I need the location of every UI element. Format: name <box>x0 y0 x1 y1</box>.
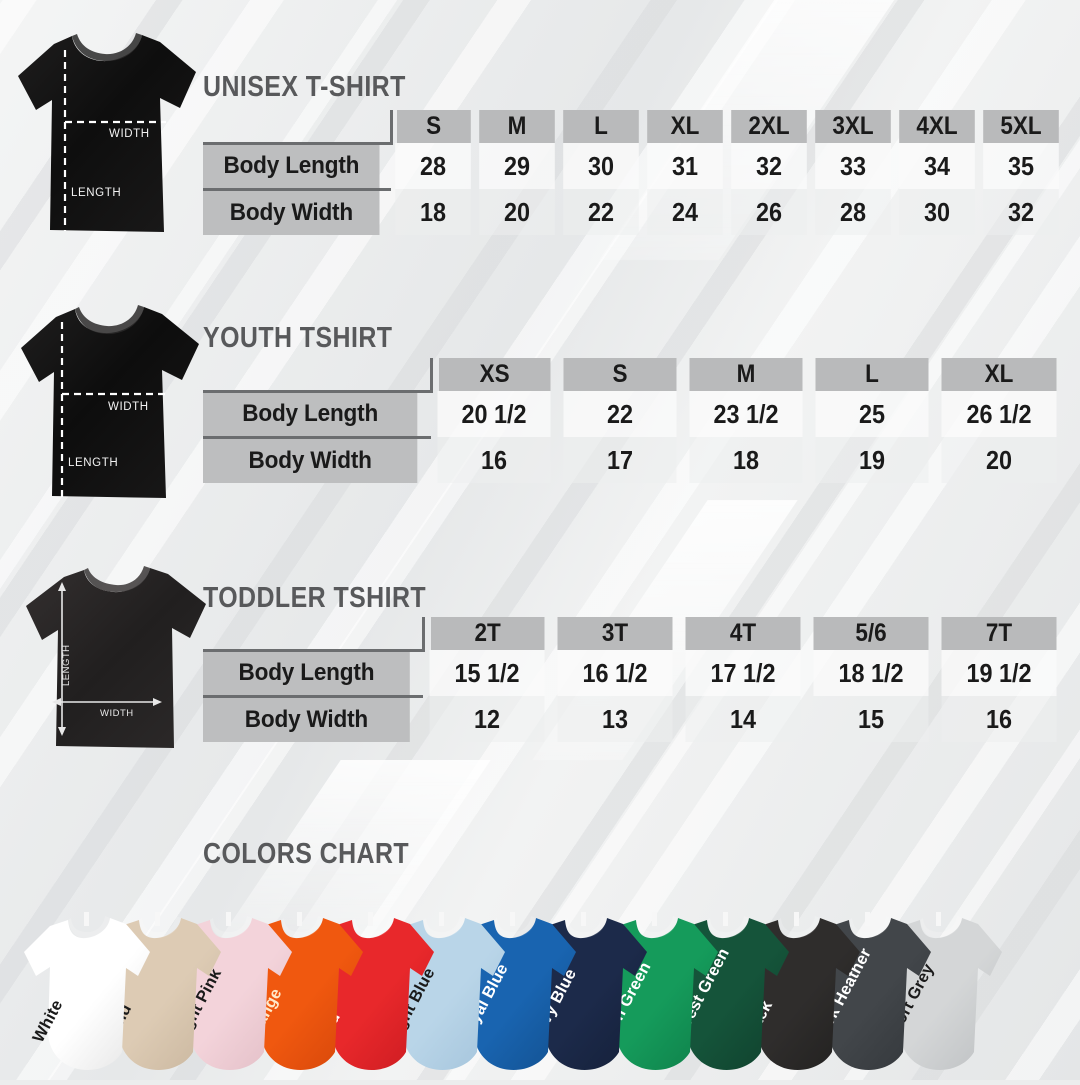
table-cell: 28 <box>815 189 891 235</box>
table-cell: 22 <box>563 391 677 437</box>
tee-shape <box>24 912 150 1071</box>
table-cell: 18 <box>689 437 803 483</box>
table-cell: 32 <box>983 189 1059 235</box>
column-header: L <box>815 358 929 391</box>
table-cell: 35 <box>983 143 1059 189</box>
row-label: Body Length <box>203 141 380 189</box>
table-cell: 31 <box>647 143 723 189</box>
table-row: Body Width 18 20 22 24 26 28 30 32 <box>203 187 1063 235</box>
unisex-tee-illustration: WIDTH LENGTH <box>18 33 196 232</box>
colors-chart-title: COLORS CHART <box>203 838 410 870</box>
table-cell: 17 <box>563 437 677 483</box>
unisex-tee-figure: WIDTH LENGTH <box>14 24 199 244</box>
unisex-size-table: S M L XL 2XL 3XL 4XL 5XL Body Length 28 … <box>203 110 1063 235</box>
table-corner <box>203 617 423 650</box>
table-cell: 33 <box>815 143 891 189</box>
table-cell: 16 <box>941 696 1057 742</box>
unisex-width-label: WIDTH <box>109 128 150 140</box>
column-header: XL <box>941 358 1057 391</box>
table-cell: 20 1/2 <box>437 391 551 437</box>
table-cell: 23 1/2 <box>689 391 803 437</box>
table-cell: 19 1/2 <box>941 650 1057 696</box>
table-row: Body Length 20 1/2 22 23 1/2 25 26 1/2 <box>203 389 1063 437</box>
toddler-size-table: 2T 3T 4T 5/6 7T Body Length 15 1/2 16 1/… <box>203 617 1063 742</box>
table-cell: 26 1/2 <box>941 391 1057 437</box>
youth-width-label: WIDTH <box>108 401 149 413</box>
colors-chart-row: WhiteSandLight PinkOrangeRedLight BlueRo… <box>0 880 1080 1080</box>
column-header: 5XL <box>983 110 1059 143</box>
column-header: S <box>563 358 677 391</box>
table-corner <box>203 358 431 391</box>
table-row: Body Width 16 17 18 19 20 <box>203 435 1063 483</box>
column-header: M <box>689 358 803 391</box>
table-cell: 15 <box>813 696 929 742</box>
toddler-tee-illustration: LENGTH WIDTH <box>26 566 206 748</box>
column-header: 4XL <box>899 110 975 143</box>
column-header: L <box>563 110 639 143</box>
table-cell: 20 <box>941 437 1057 483</box>
table-cell: 13 <box>557 696 673 742</box>
row-label: Body Width <box>203 694 410 742</box>
youth-size-table: XS S M L XL Body Length 20 1/2 22 23 1/2… <box>203 358 1063 483</box>
table-header-row: 2T 3T 4T 5/6 7T <box>203 617 1063 650</box>
column-header: 3XL <box>815 110 891 143</box>
column-header: M <box>479 110 555 143</box>
toddler-tee-figure: LENGTH WIDTH <box>22 558 210 754</box>
column-header: 2T <box>428 617 545 650</box>
column-header: S <box>393 110 471 143</box>
table-cell: 19 <box>815 437 929 483</box>
column-header: 4T <box>685 617 801 650</box>
column-header: 7T <box>941 617 1057 650</box>
table-cell: 29 <box>479 143 555 189</box>
table-cell: 16 <box>437 437 551 483</box>
table-cell: 18 1/2 <box>813 650 929 696</box>
table-cell: 30 <box>563 143 639 189</box>
table-corner <box>203 110 391 143</box>
row-label: Body Length <box>203 389 418 437</box>
table-cell: 30 <box>899 189 975 235</box>
table-cell: 22 <box>563 189 639 235</box>
youth-length-label: LENGTH <box>68 457 118 469</box>
table-cell: 24 <box>647 189 723 235</box>
table-cell: 20 <box>479 189 555 235</box>
table-cell: 17 1/2 <box>685 650 801 696</box>
youth-section-title: YOUTH TSHIRT <box>203 322 393 354</box>
youth-tee-figure: WIDTH LENGTH <box>18 294 203 506</box>
table-cell: 28 <box>395 143 471 189</box>
column-header: 5/6 <box>813 617 929 650</box>
table-cell: 18 <box>395 189 471 235</box>
column-header: 3T <box>557 617 673 650</box>
unisex-length-label: LENGTH <box>71 187 121 199</box>
table-cell: 26 <box>731 189 807 235</box>
toddler-length-label: LENGTH <box>61 644 72 686</box>
color-swatch-tee[interactable]: White <box>22 912 152 1080</box>
column-header: XL <box>647 110 723 143</box>
row-label: Body Length <box>203 648 410 696</box>
toddler-section-title: TODDLER TSHIRT <box>203 582 427 614</box>
row-label: Body Width <box>203 435 418 483</box>
table-cell: 12 <box>429 696 545 742</box>
table-header-row: XS S M L XL <box>203 358 1063 391</box>
column-header: XS <box>435 358 551 391</box>
unisex-section-title: UNISEX T-SHIRT <box>203 71 406 103</box>
table-row: Body Width 12 13 14 15 16 <box>203 694 1063 742</box>
table-row: Body Length 15 1/2 16 1/2 17 1/2 18 1/2 … <box>203 648 1063 696</box>
table-row: Body Length 28 29 30 31 32 33 34 35 <box>203 141 1063 189</box>
row-label: Body Width <box>203 187 380 235</box>
table-cell: 34 <box>899 143 975 189</box>
youth-tee-illustration: WIDTH LENGTH <box>21 305 199 498</box>
toddler-width-label: WIDTH <box>100 708 134 719</box>
table-header-row: S M L XL 2XL 3XL 4XL 5XL <box>203 110 1063 143</box>
table-cell: 32 <box>731 143 807 189</box>
column-header: 2XL <box>731 110 807 143</box>
table-cell: 15 1/2 <box>429 650 545 696</box>
table-cell: 14 <box>685 696 801 742</box>
table-cell: 16 1/2 <box>557 650 673 696</box>
table-cell: 25 <box>815 391 929 437</box>
